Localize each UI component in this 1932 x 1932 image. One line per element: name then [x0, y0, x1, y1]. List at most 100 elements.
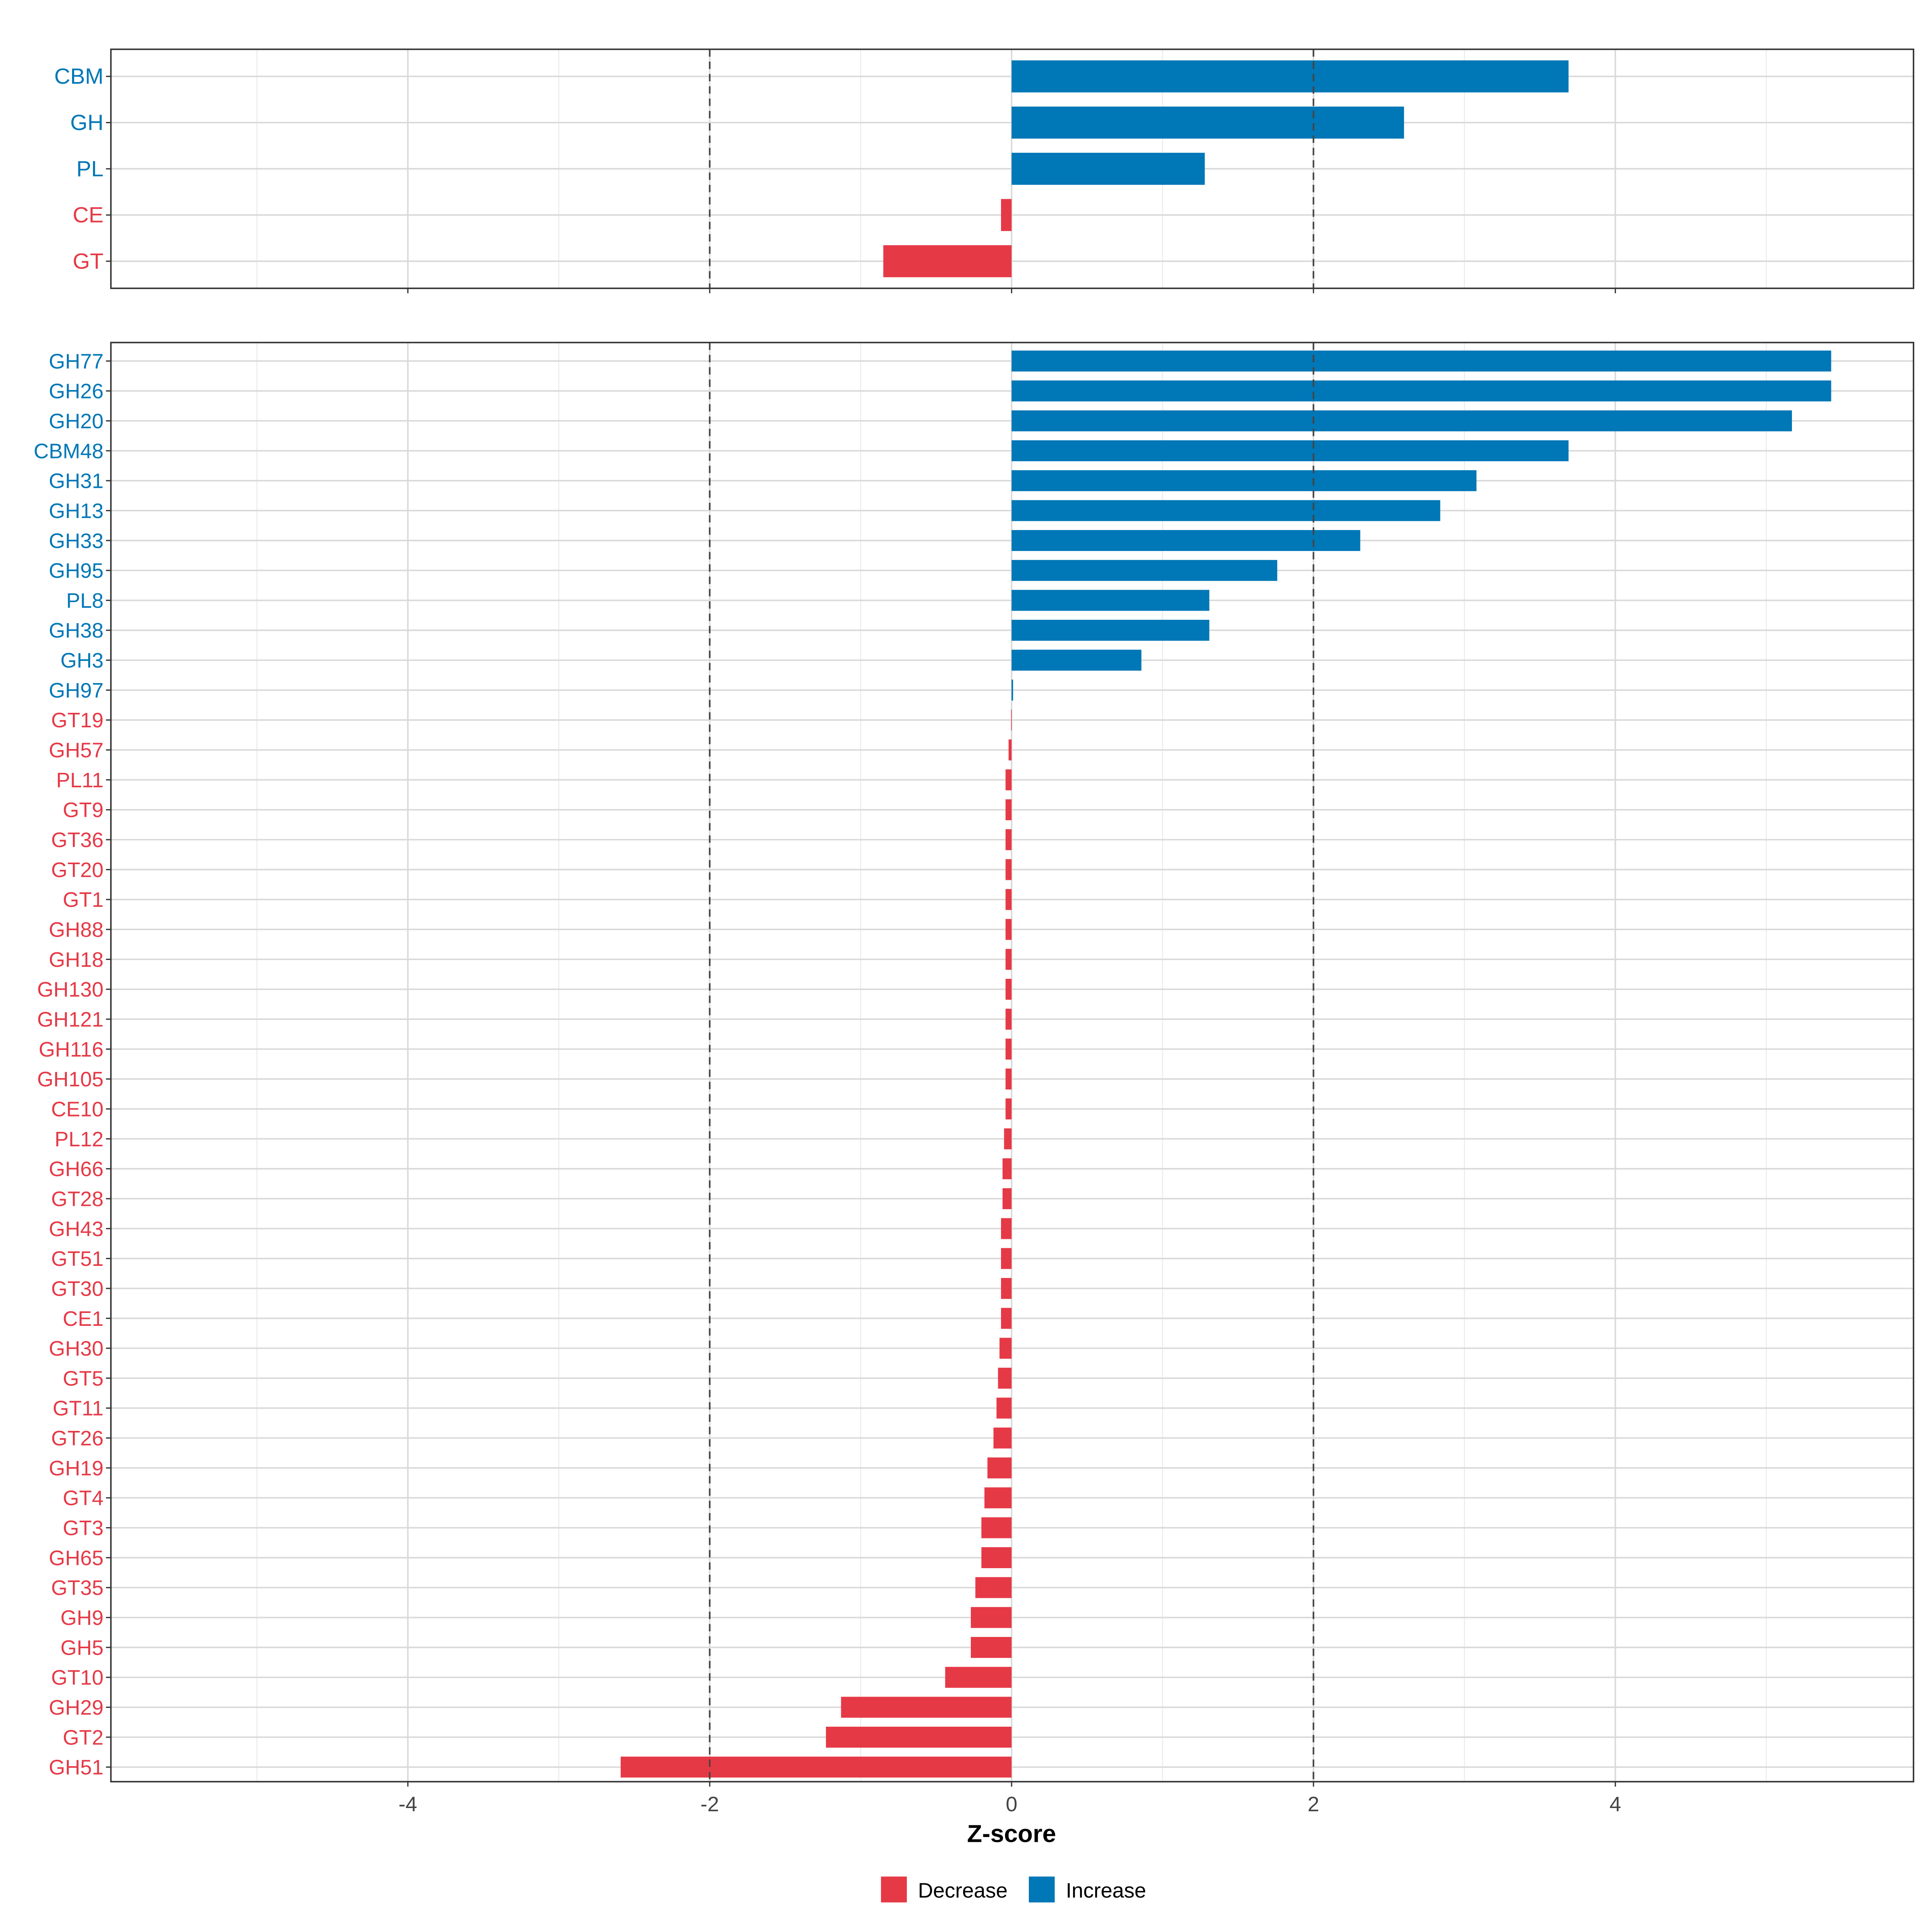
bar-gh77 — [1011, 350, 1831, 372]
category-label: CBM48 — [34, 440, 104, 463]
bar-gt — [883, 245, 1012, 277]
x-tick-label: 4 — [1610, 1793, 1621, 1816]
x-tick-label: 0 — [1006, 1793, 1018, 1816]
legend-label-decrease: Decrease — [918, 1879, 1008, 1902]
category-label: GT11 — [53, 1397, 103, 1420]
bar-gt20 — [1005, 859, 1012, 880]
bar-gh51 — [621, 1757, 1012, 1778]
category-label: GH38 — [49, 619, 103, 642]
bar-gh121 — [1005, 1009, 1012, 1030]
category-label: GT30 — [51, 1277, 103, 1300]
bottom-panel: GH77 GH26 GH20 CBM48 GH31 GH13 GH33 GH95 PL8 GH38… — [34, 342, 1914, 1787]
bar-ce1 — [1001, 1308, 1012, 1329]
bar-ce10 — [1005, 1098, 1012, 1120]
bar-gh116 — [1005, 1038, 1012, 1060]
bar-ce — [1001, 199, 1012, 231]
category-label: GT — [73, 248, 104, 273]
category-label: GH43 — [49, 1218, 103, 1241]
category-label: GH51 — [49, 1756, 103, 1779]
category-label: PL11 — [56, 769, 103, 792]
bar-cbm — [1011, 60, 1569, 93]
bar-gt26 — [993, 1427, 1012, 1449]
bar-gt3 — [981, 1517, 1012, 1538]
category-label: GH116 — [39, 1038, 103, 1061]
bar-gh105 — [1005, 1068, 1012, 1090]
bar-gh130 — [1005, 978, 1012, 1000]
category-label: GH31 — [49, 470, 103, 493]
x-axis-label: Z-score — [967, 1820, 1056, 1847]
bar-gh20 — [1011, 410, 1792, 431]
category-label: GH30 — [49, 1337, 103, 1360]
x-tick-label: -2 — [700, 1793, 719, 1816]
top-panel: CBM GH PL CE GT — [54, 48, 1914, 293]
category-label: GT5 — [63, 1367, 103, 1390]
bar-pl12 — [1004, 1128, 1012, 1150]
bar-gh19 — [987, 1457, 1012, 1479]
bar-gt51 — [1001, 1248, 1012, 1269]
category-label: GH26 — [49, 380, 103, 403]
category-label: GH29 — [49, 1696, 103, 1719]
bar-gt1 — [1005, 889, 1012, 910]
category-label: CE — [73, 202, 104, 227]
bar-gt11 — [996, 1397, 1012, 1419]
category-label: CE10 — [51, 1098, 103, 1121]
bar-pl — [1011, 153, 1205, 185]
x-tick-label: -4 — [398, 1793, 417, 1816]
category-label: GH65 — [49, 1546, 103, 1570]
bar-gh18 — [1005, 949, 1012, 970]
bar-gt19 — [1011, 709, 1012, 731]
legend-swatch-increase — [1029, 1876, 1055, 1903]
bar-gh26 — [1011, 380, 1831, 402]
category-label: CBM — [54, 64, 103, 89]
category-label: GH66 — [49, 1158, 103, 1181]
x-tick-label: 2 — [1308, 1793, 1319, 1816]
legend-swatch-decrease — [881, 1876, 907, 1903]
category-label: GH3 — [60, 649, 103, 673]
legend: Decrease Increase — [881, 1876, 1146, 1903]
bar-gh95 — [1011, 560, 1278, 581]
bar-gt36 — [1005, 829, 1012, 850]
category-label: GH105 — [37, 1068, 103, 1091]
category-label: GH88 — [49, 919, 103, 942]
category-label: GH5 — [60, 1636, 103, 1660]
category-label: GT19 — [51, 709, 103, 732]
category-label: PL — [76, 156, 103, 181]
bar-gt28 — [1002, 1188, 1012, 1210]
category-label: GH121 — [37, 1008, 103, 1031]
category-label: GH33 — [49, 529, 103, 553]
category-label: GT1 — [63, 888, 103, 912]
bar-gh30 — [999, 1338, 1012, 1359]
bar-gh97 — [1011, 679, 1013, 701]
category-label: GT3 — [63, 1517, 103, 1540]
category-label: GH19 — [49, 1457, 103, 1480]
bar-gh43 — [1001, 1218, 1012, 1239]
bar-gh — [1011, 106, 1404, 139]
category-label: GH57 — [49, 739, 103, 762]
bar-gt2 — [826, 1726, 1012, 1748]
bar-gt4 — [984, 1487, 1012, 1509]
category-label: GT36 — [51, 829, 103, 852]
bar-gh65 — [981, 1547, 1012, 1569]
bar-gh38 — [1011, 619, 1210, 641]
bar-pl8 — [1011, 590, 1210, 611]
bar-gt10 — [945, 1667, 1012, 1688]
bar-gh29 — [841, 1697, 1012, 1718]
category-label: GH18 — [49, 948, 103, 972]
category-label: GT20 — [51, 859, 103, 882]
category-label: GT4 — [63, 1487, 103, 1510]
bar-pl11 — [1005, 769, 1012, 791]
category-label: GT51 — [51, 1247, 103, 1271]
bar-gh3 — [1011, 650, 1141, 671]
category-label: GT28 — [51, 1187, 103, 1211]
bar-gt35 — [975, 1577, 1012, 1598]
bar-gh31 — [1011, 470, 1477, 491]
category-label: GH77 — [49, 350, 103, 373]
legend-label-increase: Increase — [1066, 1879, 1146, 1902]
bar-gh57 — [1008, 739, 1012, 761]
category-label: GH13 — [49, 500, 103, 523]
bar-gh13 — [1011, 500, 1441, 521]
category-label: GT9 — [63, 799, 103, 822]
category-label: GT35 — [51, 1577, 103, 1600]
category-label: CE1 — [63, 1307, 103, 1331]
